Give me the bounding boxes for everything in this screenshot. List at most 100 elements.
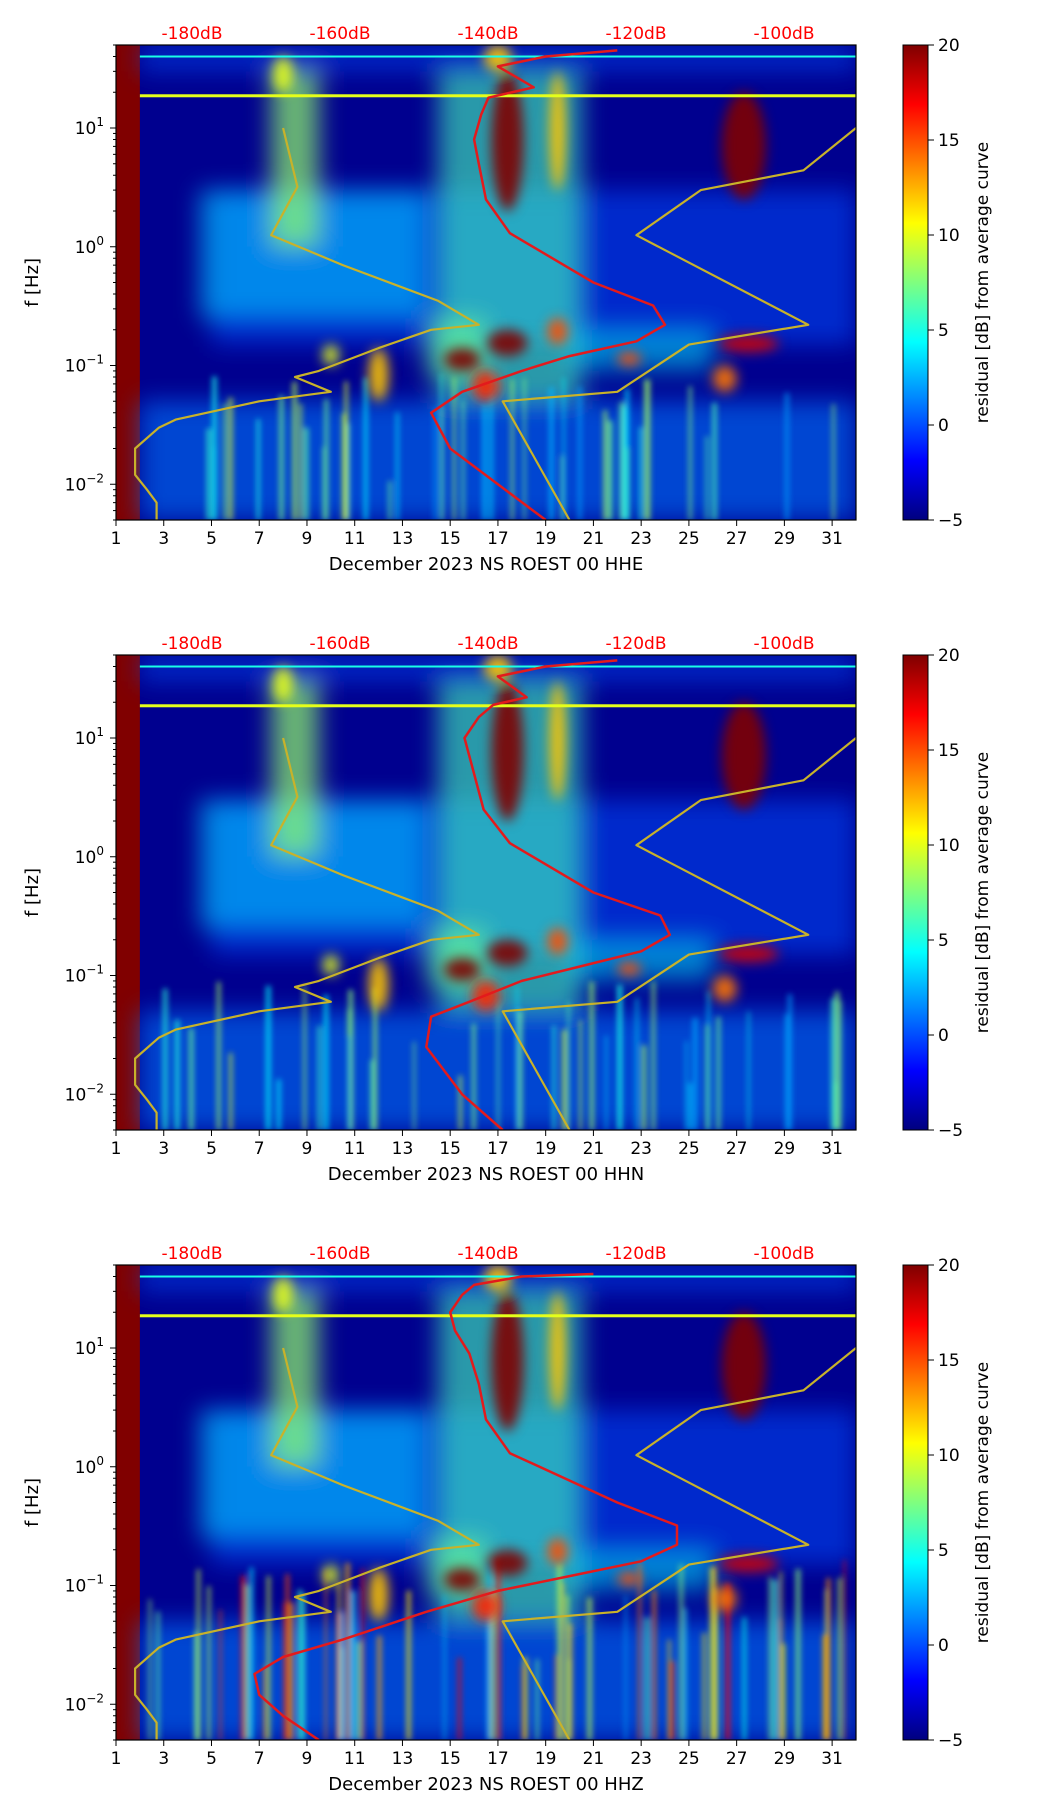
colorbar-gradient [902, 44, 929, 521]
colorbar-tick-label: 0 [938, 416, 949, 436]
colorbar-tick-label: 10 [938, 836, 960, 856]
hot-spots [273, 45, 779, 402]
x-tick-label: 5 [206, 1139, 217, 1159]
harmonic-line [139, 665, 856, 668]
colorbar-tick-label: 5 [938, 931, 949, 951]
y-axis: 101 100 10−1 10−2 [65, 654, 116, 1131]
y-tick-label: 10−1 [65, 353, 104, 377]
y-tick-label: 10−2 [65, 471, 104, 495]
x-tick-label: 3 [158, 1139, 169, 1159]
x-tick-label: 29 [774, 1749, 796, 1769]
colorbar-tick-label: 0 [938, 1026, 949, 1046]
x-tick-label: 29 [774, 529, 796, 549]
x-axis: 1 3 5 7 9 11 13 15 17 19 21 23 25 27 29 31 [111, 1130, 843, 1159]
series-line-3 [253, 1272, 679, 1740]
heatmap [116, 1265, 856, 1740]
x-tick-label: 11 [344, 529, 366, 549]
harmonic-line [139, 1314, 856, 1318]
heatmap [116, 655, 856, 1130]
colorbar-gradient [902, 1264, 929, 1741]
series-line-1 [134, 1347, 480, 1740]
db-scale-label: -120dB [605, 1244, 666, 1264]
colorbar-tick-label: 20 [938, 36, 960, 56]
x-tick-label: 23 [630, 1749, 652, 1769]
x-tick-label: 9 [302, 529, 313, 549]
series-line-2 [501, 127, 856, 520]
x-tick-label: 25 [678, 1749, 700, 1769]
data-gap-band [116, 655, 140, 1130]
x-tick-label: 13 [392, 529, 414, 549]
colorbar-tick-label: −5 [938, 511, 963, 531]
colorbar-tick-label: 15 [938, 1351, 960, 1371]
colorbar-tick-label: −5 [938, 1731, 963, 1751]
y-tick-label: 100 [75, 1454, 104, 1478]
x-tick-label: 15 [439, 1139, 461, 1159]
x-tick-label: 31 [821, 1749, 843, 1769]
colorbar-tick-label: 20 [938, 646, 960, 666]
db-scale-label: -100dB [753, 24, 814, 44]
y-tick-label: 10−1 [65, 1573, 104, 1597]
colorbar-tick-label: 15 [938, 131, 960, 151]
colorbar-label: residual [dB] from average curve [973, 142, 993, 423]
x-tick-label: 7 [254, 529, 265, 549]
x-tick-label: 17 [487, 1139, 509, 1159]
db-scale-label: -160dB [309, 634, 370, 654]
colorbar-tick-label: −5 [938, 1121, 963, 1141]
x-tick-label: 31 [821, 529, 843, 549]
x-tick-label: 17 [487, 529, 509, 549]
data-gap-band [116, 1265, 140, 1740]
harmonic-line [139, 1275, 856, 1278]
x-tick-label: 23 [630, 529, 652, 549]
x-tick-label: 1 [111, 1749, 122, 1769]
harmonic-line [139, 704, 856, 708]
x-tick-label: 3 [158, 1749, 169, 1769]
series-line-2 [501, 1347, 856, 1740]
db-scale-label: -140dB [457, 24, 518, 44]
db-scale-label: -100dB [753, 1244, 814, 1264]
x-axis-label: December 2023 NS ROEST 00 HHZ [328, 1774, 643, 1795]
x-tick-label: 1 [111, 1139, 122, 1159]
colorbar: 20 15 10 5 0 −5 residual [dB] from average cur… [902, 1256, 993, 1751]
x-tick-label: 13 [392, 1749, 414, 1769]
colorbar-tick-label: 10 [938, 1446, 960, 1466]
x-tick-label: 27 [726, 1139, 748, 1159]
burst-streaks [206, 373, 835, 520]
x-tick-label: 15 [439, 1749, 461, 1769]
x-tick-label: 7 [254, 1749, 265, 1769]
x-tick-label: 15 [439, 529, 461, 549]
db-scale-labels: -180dB -160dB -140dB -120dB -100dB [161, 1244, 814, 1264]
db-scale-label: -120dB [605, 634, 666, 654]
series-line-2 [501, 737, 856, 1130]
x-tick-label: 21 [583, 529, 605, 549]
y-tick-label: 10−2 [65, 1691, 104, 1715]
colorbar-tick-label: 20 [938, 1256, 960, 1276]
y-axis: 101 100 10−1 10−2 [65, 1264, 116, 1741]
db-scale-label: -140dB [457, 1244, 518, 1264]
y-tick-label: 100 [75, 844, 104, 868]
x-tick-label: 21 [583, 1139, 605, 1159]
x-tick-label: 27 [726, 529, 748, 549]
x-tick-label: 29 [774, 1139, 796, 1159]
y-axis-label: f [Hz] [22, 868, 43, 917]
y-tick-label: 101 [75, 115, 104, 139]
x-axis: 1 3 5 7 9 11 13 15 17 19 21 23 25 27 29 31 [111, 1740, 843, 1769]
db-scale-label: -160dB [309, 1244, 370, 1264]
colorbar-label: residual [dB] from average curve [973, 1362, 993, 1643]
colorbar: 20 15 10 5 0 −5 residual [dB] from average cur… [902, 36, 993, 531]
db-scale-label: -160dB [309, 24, 370, 44]
x-tick-label: 9 [302, 1139, 313, 1159]
x-tick-label: 11 [344, 1749, 366, 1769]
x-tick-label: 13 [392, 1139, 414, 1159]
series-line-3 [425, 659, 672, 1130]
x-axis-label: December 2023 NS ROEST 00 HHN [328, 1164, 645, 1185]
y-tick-label: 100 [75, 234, 104, 258]
y-axis-label: f [Hz] [22, 1478, 43, 1527]
harmonic-line [139, 55, 856, 58]
x-tick-label: 25 [678, 1139, 700, 1159]
db-scale-label: -140dB [457, 634, 518, 654]
x-tick-label: 19 [535, 529, 557, 549]
x-axis: 1 3 5 7 9 11 13 15 17 19 21 23 25 27 29 31 [111, 520, 843, 549]
x-tick-label: 7 [254, 1139, 265, 1159]
